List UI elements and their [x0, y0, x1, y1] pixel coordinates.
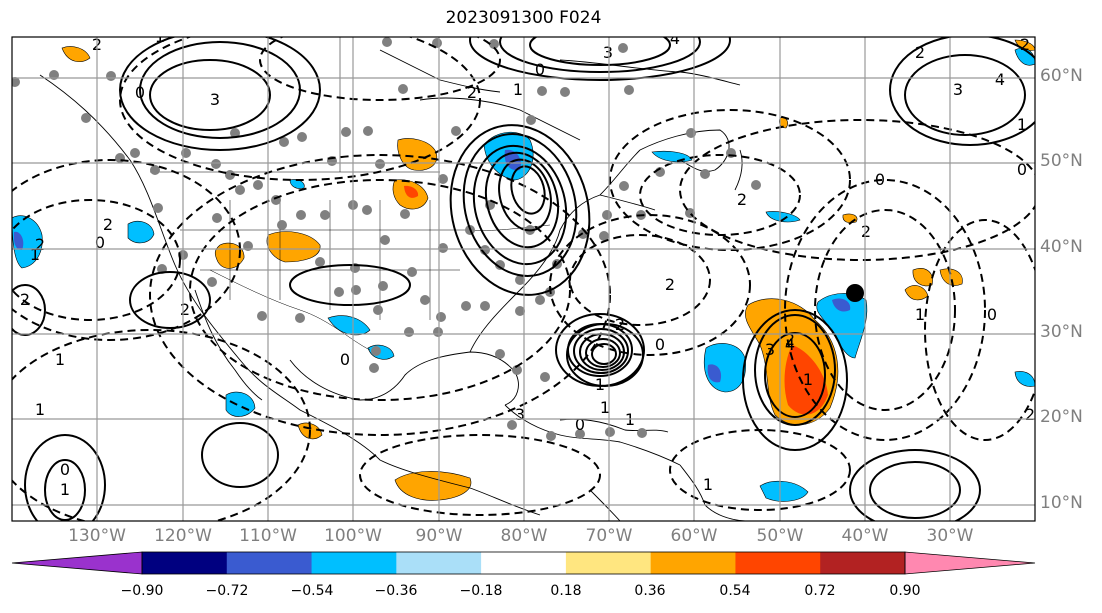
contour-label: 4 — [785, 335, 795, 354]
colorbar-tick: −0.54 — [290, 583, 334, 599]
colorbar-segment — [820, 552, 906, 574]
station-dots — [12, 37, 761, 441]
lon-label-30w: 30°W — [926, 526, 974, 546]
contour-label: 2 — [35, 235, 45, 254]
contour-label: 0 — [655, 335, 665, 354]
lat-label-20n: 20°N — [1040, 407, 1083, 427]
contour-label: 2 — [915, 43, 925, 62]
contour-label: 1 — [600, 398, 610, 417]
lat-label-10n: 10°N — [1040, 493, 1083, 513]
contour-label: 1 — [55, 350, 65, 369]
contour-label: 4 — [995, 70, 1005, 89]
contour-label: 1 — [513, 80, 523, 99]
colorbar-segment — [226, 552, 313, 574]
colorbar-segment — [12, 552, 142, 574]
contour-label: 3 — [210, 90, 220, 109]
colorbar-tick: 0.36 — [634, 583, 666, 599]
storm-marker — [846, 284, 864, 302]
contour-label: 3 — [953, 80, 963, 99]
colorbar-tick: 0.72 — [804, 583, 836, 599]
contour-label: 2 — [861, 222, 871, 241]
colorbar-tick: −0.90 — [120, 583, 164, 599]
map-title: 2023091300 F024 — [445, 8, 602, 28]
colorbar-segment — [905, 552, 1035, 574]
lat-label-30n: 30°N — [1040, 322, 1083, 342]
contour-label: 1 — [155, 27, 165, 46]
colorbar-segment — [481, 552, 567, 574]
colorbar-tick: −0.18 — [459, 583, 503, 599]
map-frame — [11, 36, 1036, 522]
lon-label-130w: 130°W — [68, 526, 126, 546]
colorbar — [11, 551, 1036, 575]
colorbar-segment — [396, 552, 482, 574]
solid-contours — [12, 37, 1035, 521]
lon-label-50w: 50°W — [756, 526, 804, 546]
contour-label: 3 — [515, 405, 525, 424]
contour-label: 0 — [875, 170, 885, 189]
contour-label: 0 — [135, 83, 145, 102]
lon-label-90w: 90°W — [415, 526, 463, 546]
contour-label: 2 — [737, 190, 747, 209]
lat-label-50n: 50°N — [1040, 151, 1083, 171]
contour-label: 1 — [595, 375, 605, 394]
lat-label-40n: 40°N — [1040, 237, 1083, 257]
dashed-contours — [12, 37, 1035, 521]
lon-label-80w: 80°W — [500, 526, 548, 546]
colorbar-tick: 0.54 — [719, 583, 751, 599]
contour-label: 2 — [665, 275, 675, 294]
colorbar-segment — [142, 552, 228, 574]
colorbar-segment — [650, 552, 736, 574]
lon-label-60w: 60°W — [670, 526, 718, 546]
contour-label: 3 — [603, 43, 613, 62]
contour-label: 0 — [1017, 160, 1027, 179]
contour-label: 0 — [340, 350, 350, 369]
contour-label: 1 — [30, 245, 40, 264]
contour-label: 2 — [20, 290, 30, 309]
contour-label: 2 — [1020, 35, 1030, 54]
contour-label: 0 — [95, 233, 105, 252]
political-borders — [150, 37, 551, 351]
graticule — [12, 37, 1035, 521]
contour-label: 1 — [35, 400, 45, 419]
colorbar-tick: 0.90 — [889, 583, 921, 599]
lon-label-100w: 100°W — [324, 526, 382, 546]
lon-label-110w: 110°W — [239, 526, 297, 546]
colorbar-tick: 0.18 — [550, 583, 582, 599]
contour-label: 1 — [915, 305, 925, 324]
contour-label: 2 — [103, 215, 113, 234]
contour-label: 3 — [765, 340, 775, 359]
contour-label: 1 — [60, 480, 70, 499]
colorbar-segment — [735, 552, 821, 574]
contour-label: 1 — [703, 475, 713, 494]
lon-label-40w: 40°W — [841, 526, 889, 546]
colorbar-tick: −0.36 — [374, 583, 418, 599]
contour-label: 1 — [1017, 115, 1027, 134]
lon-label-120w: 120°W — [154, 526, 212, 546]
contour-label: 2 — [785, 330, 795, 349]
contour-label: 0 — [575, 415, 585, 434]
contour-label: 2 — [615, 315, 625, 334]
contour-label: 0 — [535, 60, 545, 79]
contour-label: 4 — [670, 29, 680, 48]
colorbar-segment — [311, 552, 397, 574]
lon-label-70w: 70°W — [585, 526, 633, 546]
colorbar-segment — [565, 552, 652, 574]
contour-label: 0 — [60, 460, 70, 479]
contour-label: 2 — [180, 300, 190, 319]
colorbar-frame — [141, 551, 906, 575]
contour-label: 0 — [987, 305, 997, 324]
contour-label: 2 — [1025, 405, 1035, 424]
contour-label: 1 — [803, 370, 813, 389]
colorbar-tick: −0.72 — [205, 583, 249, 599]
contour-label: 2 — [467, 83, 477, 102]
lat-label-60n: 60°N — [1040, 66, 1083, 86]
